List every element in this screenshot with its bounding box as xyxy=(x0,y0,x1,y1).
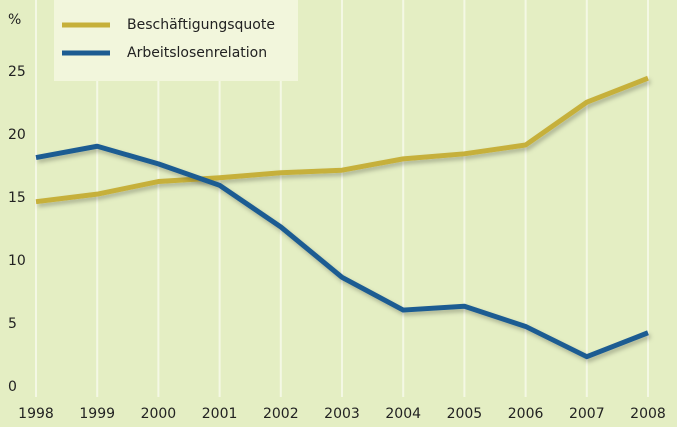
series-line xyxy=(35,75,649,205)
y-tick-label: 0 xyxy=(8,379,17,395)
x-tick-label: 2006 xyxy=(508,406,544,422)
x-tick-label: 2001 xyxy=(202,406,238,422)
x-tick-label: 2004 xyxy=(385,406,421,422)
x-tick-label: 2002 xyxy=(263,406,299,422)
legend-box xyxy=(54,0,298,81)
x-tick-label: 2008 xyxy=(630,406,666,422)
x-tick-label: 2000 xyxy=(141,406,177,422)
y-tick-label: 25 xyxy=(8,64,26,80)
x-tick-label: 2003 xyxy=(324,406,360,422)
y-tick-label: 10 xyxy=(8,253,26,269)
legend-label: Beschäftigungsquote xyxy=(127,17,275,33)
x-tick-label: 2005 xyxy=(447,406,483,422)
y-tick-label: 15 xyxy=(8,190,26,206)
y-tick-label: 20 xyxy=(8,127,26,143)
series-line xyxy=(35,143,649,360)
x-tick-label: 1999 xyxy=(79,406,115,422)
y-unit: % xyxy=(8,12,21,28)
x-tick-label: 2007 xyxy=(569,406,605,422)
x-tick-label: 1998 xyxy=(18,406,54,422)
y-tick-label: 5 xyxy=(8,316,17,332)
legend-label: Arbeitslosenrelation xyxy=(127,45,267,61)
